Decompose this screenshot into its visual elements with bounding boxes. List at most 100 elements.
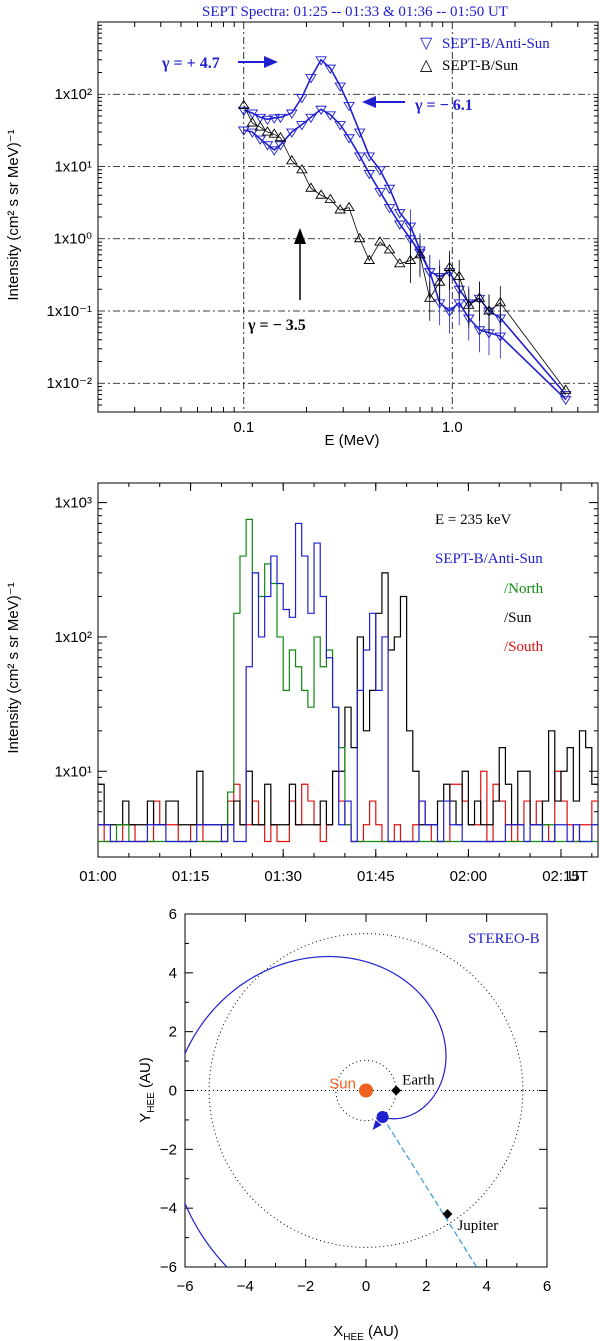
spectra-data-point xyxy=(423,292,436,302)
spectra-data-point xyxy=(343,101,355,112)
time-x-tick-label: 01:15 xyxy=(172,868,210,885)
spectra-ticks: 0.1 1.0 1x10⁻² 1x10⁻¹ 1x10⁰ 1x10¹ 1x10² xyxy=(47,22,598,436)
orbit-y-axis-label: YHEE (AU) xyxy=(137,1057,157,1123)
spectra-title: SEPT Spectra: 01:25 -- 01:33 & 01:36 -- … xyxy=(202,4,508,20)
orbit-y-tick-label: −4 xyxy=(160,1200,177,1217)
orbit-x-tick-label: 0 xyxy=(362,1278,370,1295)
time-x-tick-label: 01:00 xyxy=(79,868,117,885)
spectra-data-point xyxy=(393,257,406,268)
legend-sun: /Sun xyxy=(504,610,532,626)
spectra-data-point xyxy=(254,135,267,145)
spectra-data-point xyxy=(453,299,466,309)
spectra-plot-frame xyxy=(97,21,599,413)
spectra-data-point xyxy=(404,235,417,245)
spectra-data-point xyxy=(305,113,317,124)
gamma-arrowhead-3 xyxy=(294,228,306,244)
legend-antisun-label: SEPT-B/Anti-Sun xyxy=(442,36,550,52)
spectra-data-point xyxy=(246,117,259,127)
legend-antisun-symbol: ▽ xyxy=(420,35,433,52)
spectra-data-point xyxy=(453,270,466,280)
spectra-series-line xyxy=(243,108,567,400)
time-x-tick-label: 01:45 xyxy=(357,868,395,885)
spectra-data-point xyxy=(254,121,267,131)
spectra-data-point xyxy=(296,163,308,174)
spectra-data-point xyxy=(274,141,287,151)
sun-marker xyxy=(359,1083,373,1098)
earth-label: Earth xyxy=(402,1073,435,1089)
spectra-data-point xyxy=(285,109,298,119)
spectra-data-point xyxy=(315,105,327,116)
time-x-tick-label: 02:00 xyxy=(450,868,488,885)
spectra-data-point xyxy=(315,56,327,66)
spectra-data-point xyxy=(559,384,572,394)
spectra-y-axis-label: Intensity (cm² s sr MeV)⁻¹ xyxy=(5,129,22,300)
orbit-panel: −6 −4 −2 0 2 4 6 −6 −4 −2 0 2 4 6 Sun Earth Jupiter STE… xyxy=(137,906,551,1341)
spectra-y-tick-label: 1x10⁻¹ xyxy=(47,303,92,320)
legend-south: /South xyxy=(504,639,544,655)
spectra-data-point xyxy=(363,254,376,264)
gamma-arrowhead-1 xyxy=(264,56,278,68)
spectra-data-point xyxy=(343,134,355,144)
spectra-data-point xyxy=(305,182,317,192)
gamma-annotation-3: γ = − 3.5 xyxy=(247,317,306,334)
spectra-data-point xyxy=(268,114,281,124)
spectra-data-point xyxy=(494,332,507,342)
spectra-data-point xyxy=(423,268,436,278)
spectra-y-tick-label: 1x10² xyxy=(54,86,92,103)
spectra-data-point xyxy=(261,126,274,136)
legend-sun-symbol: △ xyxy=(420,57,433,74)
spectra-x-tick-label: 0.1 xyxy=(233,419,254,436)
stereo-b-marker xyxy=(376,1110,389,1123)
time-x-tick-label: 02:15 xyxy=(542,868,580,885)
stereo-b-radial-line xyxy=(382,1116,478,1267)
orbit-y-tick-label: −6 xyxy=(160,1259,177,1276)
spectra-data-point xyxy=(334,82,346,92)
legend-antisun: SEPT-B/Anti-Sun xyxy=(435,551,543,567)
spectra-data-point xyxy=(261,141,274,151)
spectra-x-axis-label: E (MeV) xyxy=(324,432,379,449)
spectra-x-tick-label: 1.0 xyxy=(442,419,463,436)
spectra-data-point xyxy=(296,121,308,131)
orbit-x-tick-label: 6 xyxy=(543,1278,551,1295)
spectra-data-point xyxy=(383,204,396,214)
legend-sun-label: SEPT-B/Sun xyxy=(442,58,519,74)
spectra-data-point xyxy=(343,201,355,212)
spectra-grid xyxy=(98,22,598,412)
spectra-data-point xyxy=(334,121,346,131)
spectra-data-point xyxy=(374,166,386,176)
spectra-data-point xyxy=(473,326,486,336)
legend-north: /North xyxy=(504,581,544,597)
spectra-data-point xyxy=(393,209,406,219)
parker-spiral-line xyxy=(185,955,447,1267)
time-series-septbantisun xyxy=(98,522,598,843)
spectra-data-point xyxy=(443,307,456,317)
spectra-data-point xyxy=(559,390,572,401)
spectra-data-point xyxy=(473,292,486,302)
energy-annotation: E = 235 keV xyxy=(435,512,512,528)
spectra-data-point xyxy=(383,244,396,254)
spectra-data-point xyxy=(462,299,475,309)
spectra-data-point xyxy=(404,254,417,264)
orbit-x-tick-label: −4 xyxy=(237,1278,254,1295)
spectra-data-point xyxy=(363,170,376,180)
time-series-north xyxy=(98,518,598,843)
spectra-series-line xyxy=(243,58,567,395)
time-plot-frame xyxy=(97,482,599,858)
time-x-tick-label: UT xyxy=(568,868,588,885)
sun-label: Sun xyxy=(329,1076,356,1093)
spectra-data-point xyxy=(324,193,337,203)
spectra-data-point xyxy=(374,188,386,198)
planet-orbit-circle xyxy=(208,933,524,1248)
orbit-x-tick-label: 2 xyxy=(422,1278,430,1295)
orbit-y-tick-label: 0 xyxy=(169,1083,177,1100)
spectra-data-point xyxy=(443,261,456,271)
spectra-panel: SEPT Spectra: 01:25 -- 01:33 & 01:36 -- … xyxy=(5,4,599,449)
spectra-data-point xyxy=(353,128,366,138)
spectra-data-point xyxy=(483,305,495,315)
time-y-axis-label: Intensity (cm² s sr MeV)⁻¹ xyxy=(5,582,22,753)
spectra-data-point xyxy=(374,236,386,246)
spectra-data-point xyxy=(393,220,406,230)
